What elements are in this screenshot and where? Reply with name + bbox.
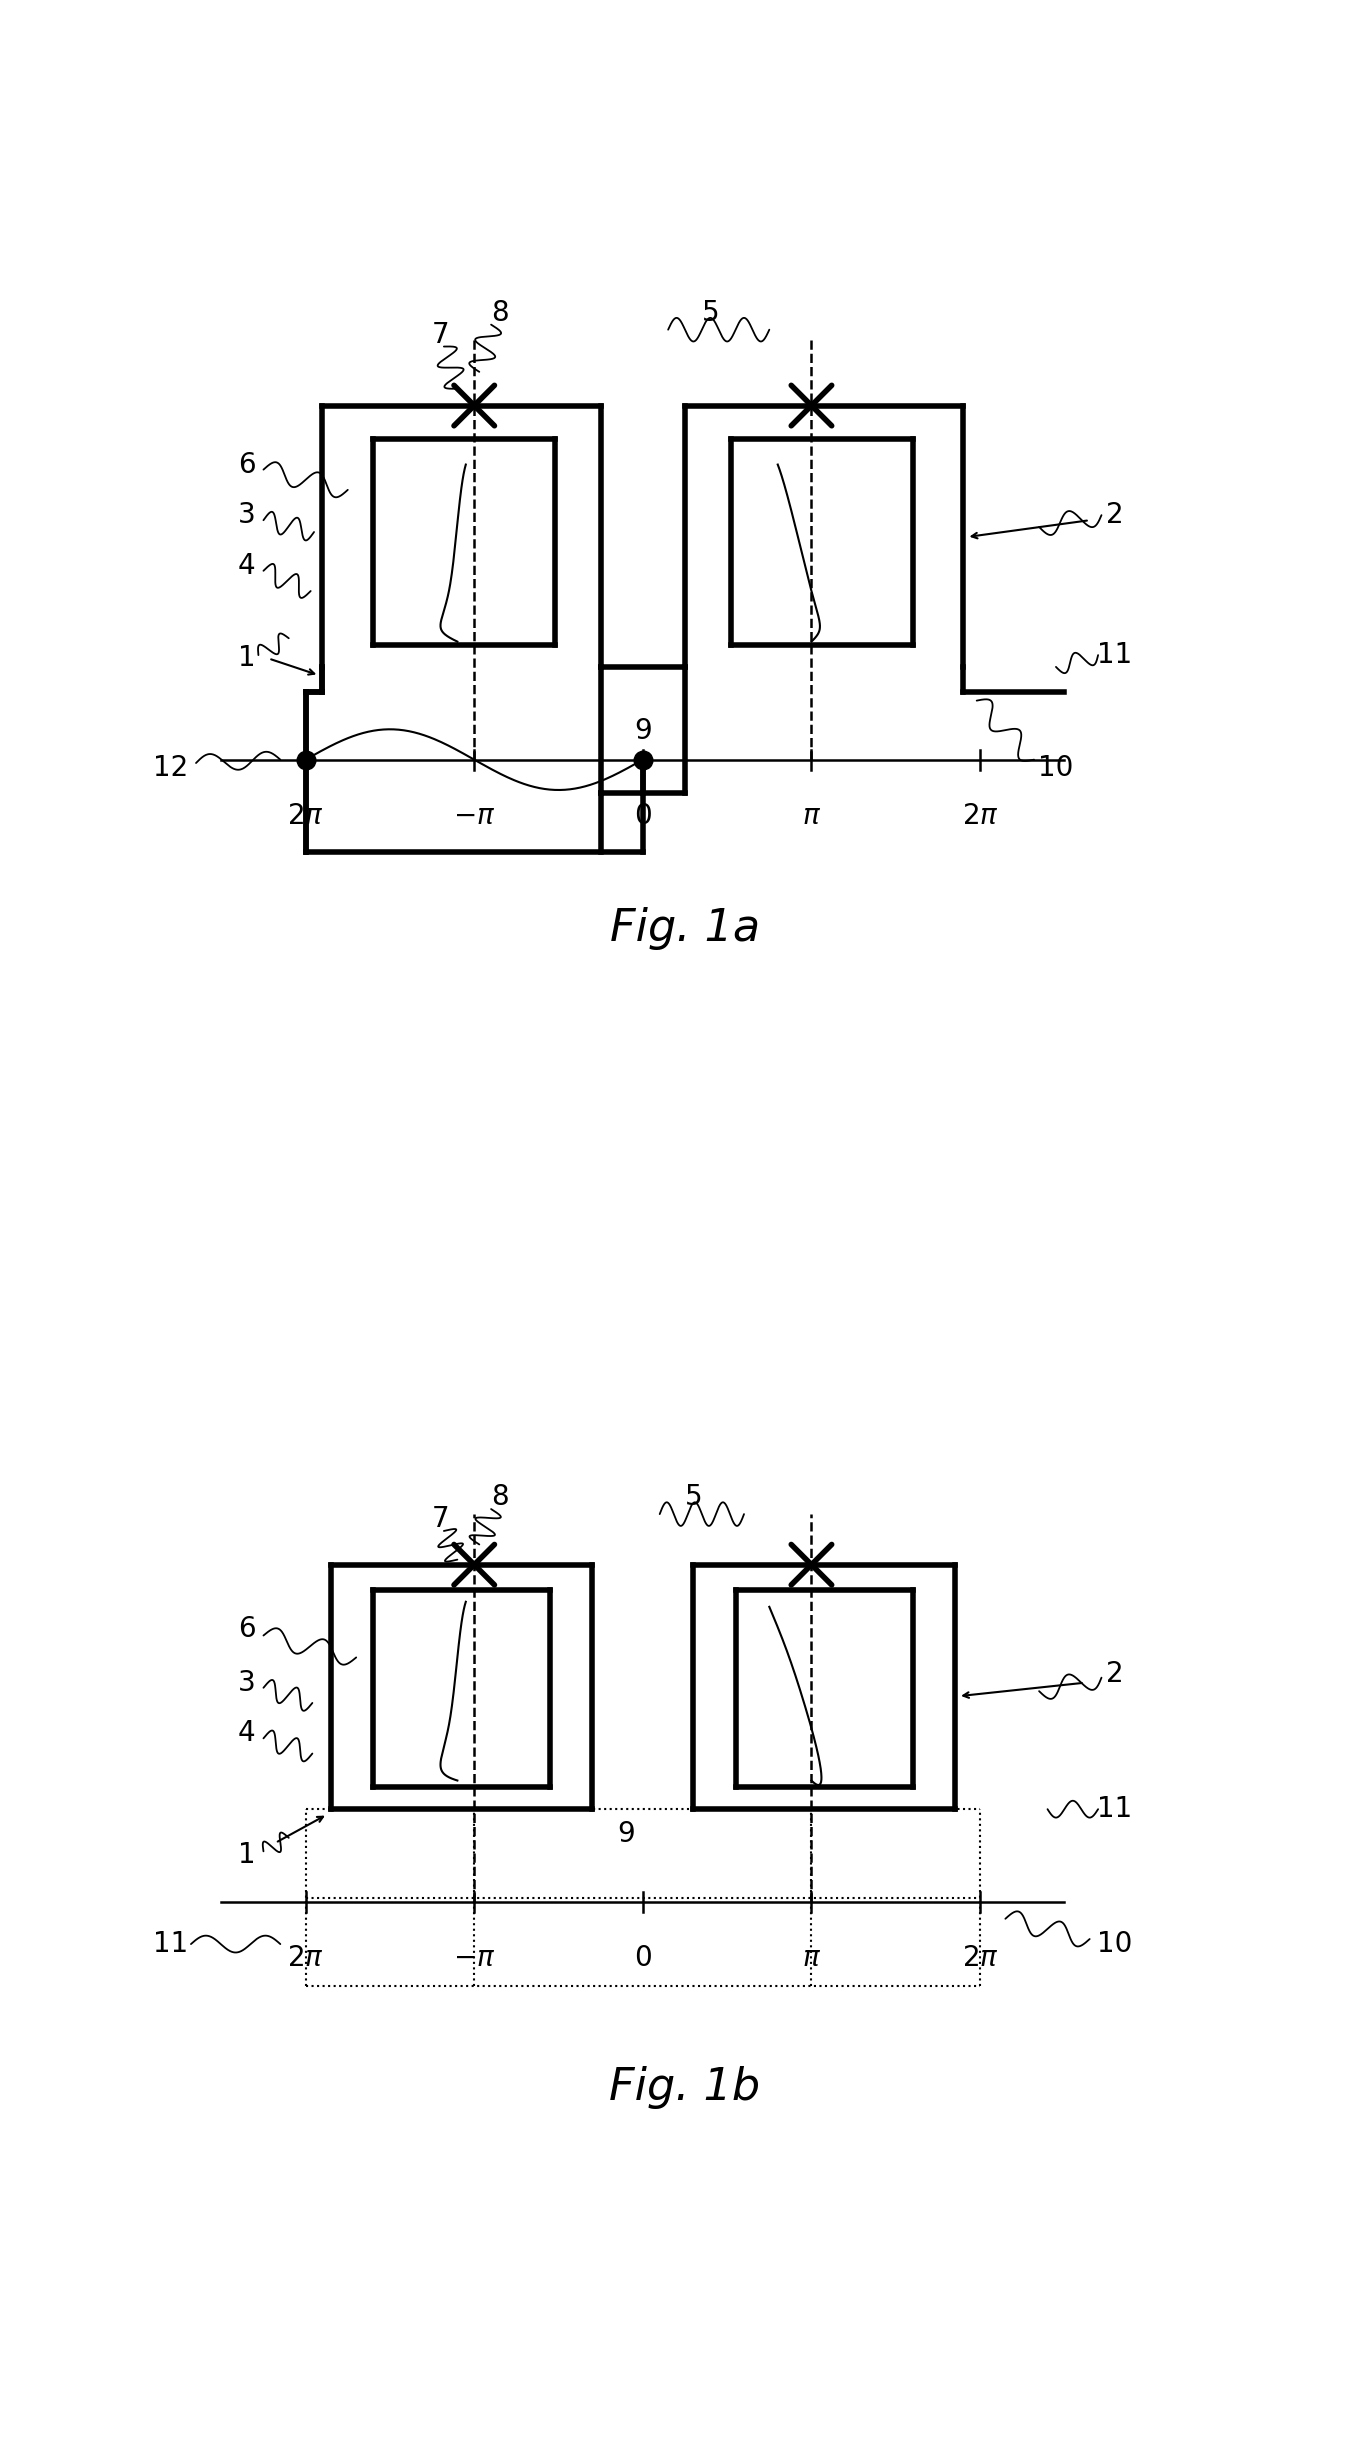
Text: $\pi$: $\pi$ [801, 801, 821, 831]
Text: $-\pi$: $-\pi$ [453, 801, 496, 831]
Text: 2: 2 [1106, 1661, 1123, 1688]
Text: $0$: $0$ [634, 1943, 652, 1972]
Point [295, 740, 316, 779]
Text: 4: 4 [238, 1720, 255, 1747]
Text: 11: 11 [1097, 642, 1133, 669]
Text: 4: 4 [238, 551, 255, 581]
Text: 11: 11 [1097, 1796, 1133, 1823]
Text: 1: 1 [238, 1840, 255, 1869]
Text: 5: 5 [685, 1482, 703, 1512]
Text: $-\pi$: $-\pi$ [453, 1943, 496, 1972]
Text: $\pi$: $\pi$ [801, 1943, 821, 1972]
Text: 10: 10 [1038, 755, 1074, 782]
Text: 3: 3 [238, 502, 255, 529]
Text: $0$: $0$ [634, 801, 652, 831]
Point [632, 740, 653, 779]
Text: 3: 3 [238, 1668, 255, 1698]
Text: 11: 11 [153, 1931, 188, 1958]
Text: 9: 9 [634, 718, 652, 745]
Text: 9: 9 [616, 1820, 634, 1847]
Text: $2\pi$: $2\pi$ [288, 1943, 323, 1972]
Text: 10: 10 [1097, 1931, 1133, 1958]
Text: $2\pi$: $2\pi$ [288, 801, 323, 831]
Text: 1: 1 [238, 644, 255, 671]
Text: 7: 7 [432, 321, 449, 348]
Text: 2: 2 [1106, 502, 1123, 529]
Text: Fig. 1a: Fig. 1a [610, 906, 760, 951]
Text: $2\pi$: $2\pi$ [962, 1943, 999, 1972]
Text: 8: 8 [490, 1482, 508, 1512]
Text: 8: 8 [490, 299, 508, 326]
Text: Fig. 1b: Fig. 1b [610, 2065, 760, 2109]
Text: 7: 7 [432, 1504, 449, 1534]
Text: 6: 6 [238, 1615, 255, 1644]
Text: 5: 5 [701, 299, 719, 326]
Text: 6: 6 [238, 451, 255, 478]
Text: 12: 12 [153, 755, 188, 782]
Text: $2\pi$: $2\pi$ [962, 801, 999, 831]
